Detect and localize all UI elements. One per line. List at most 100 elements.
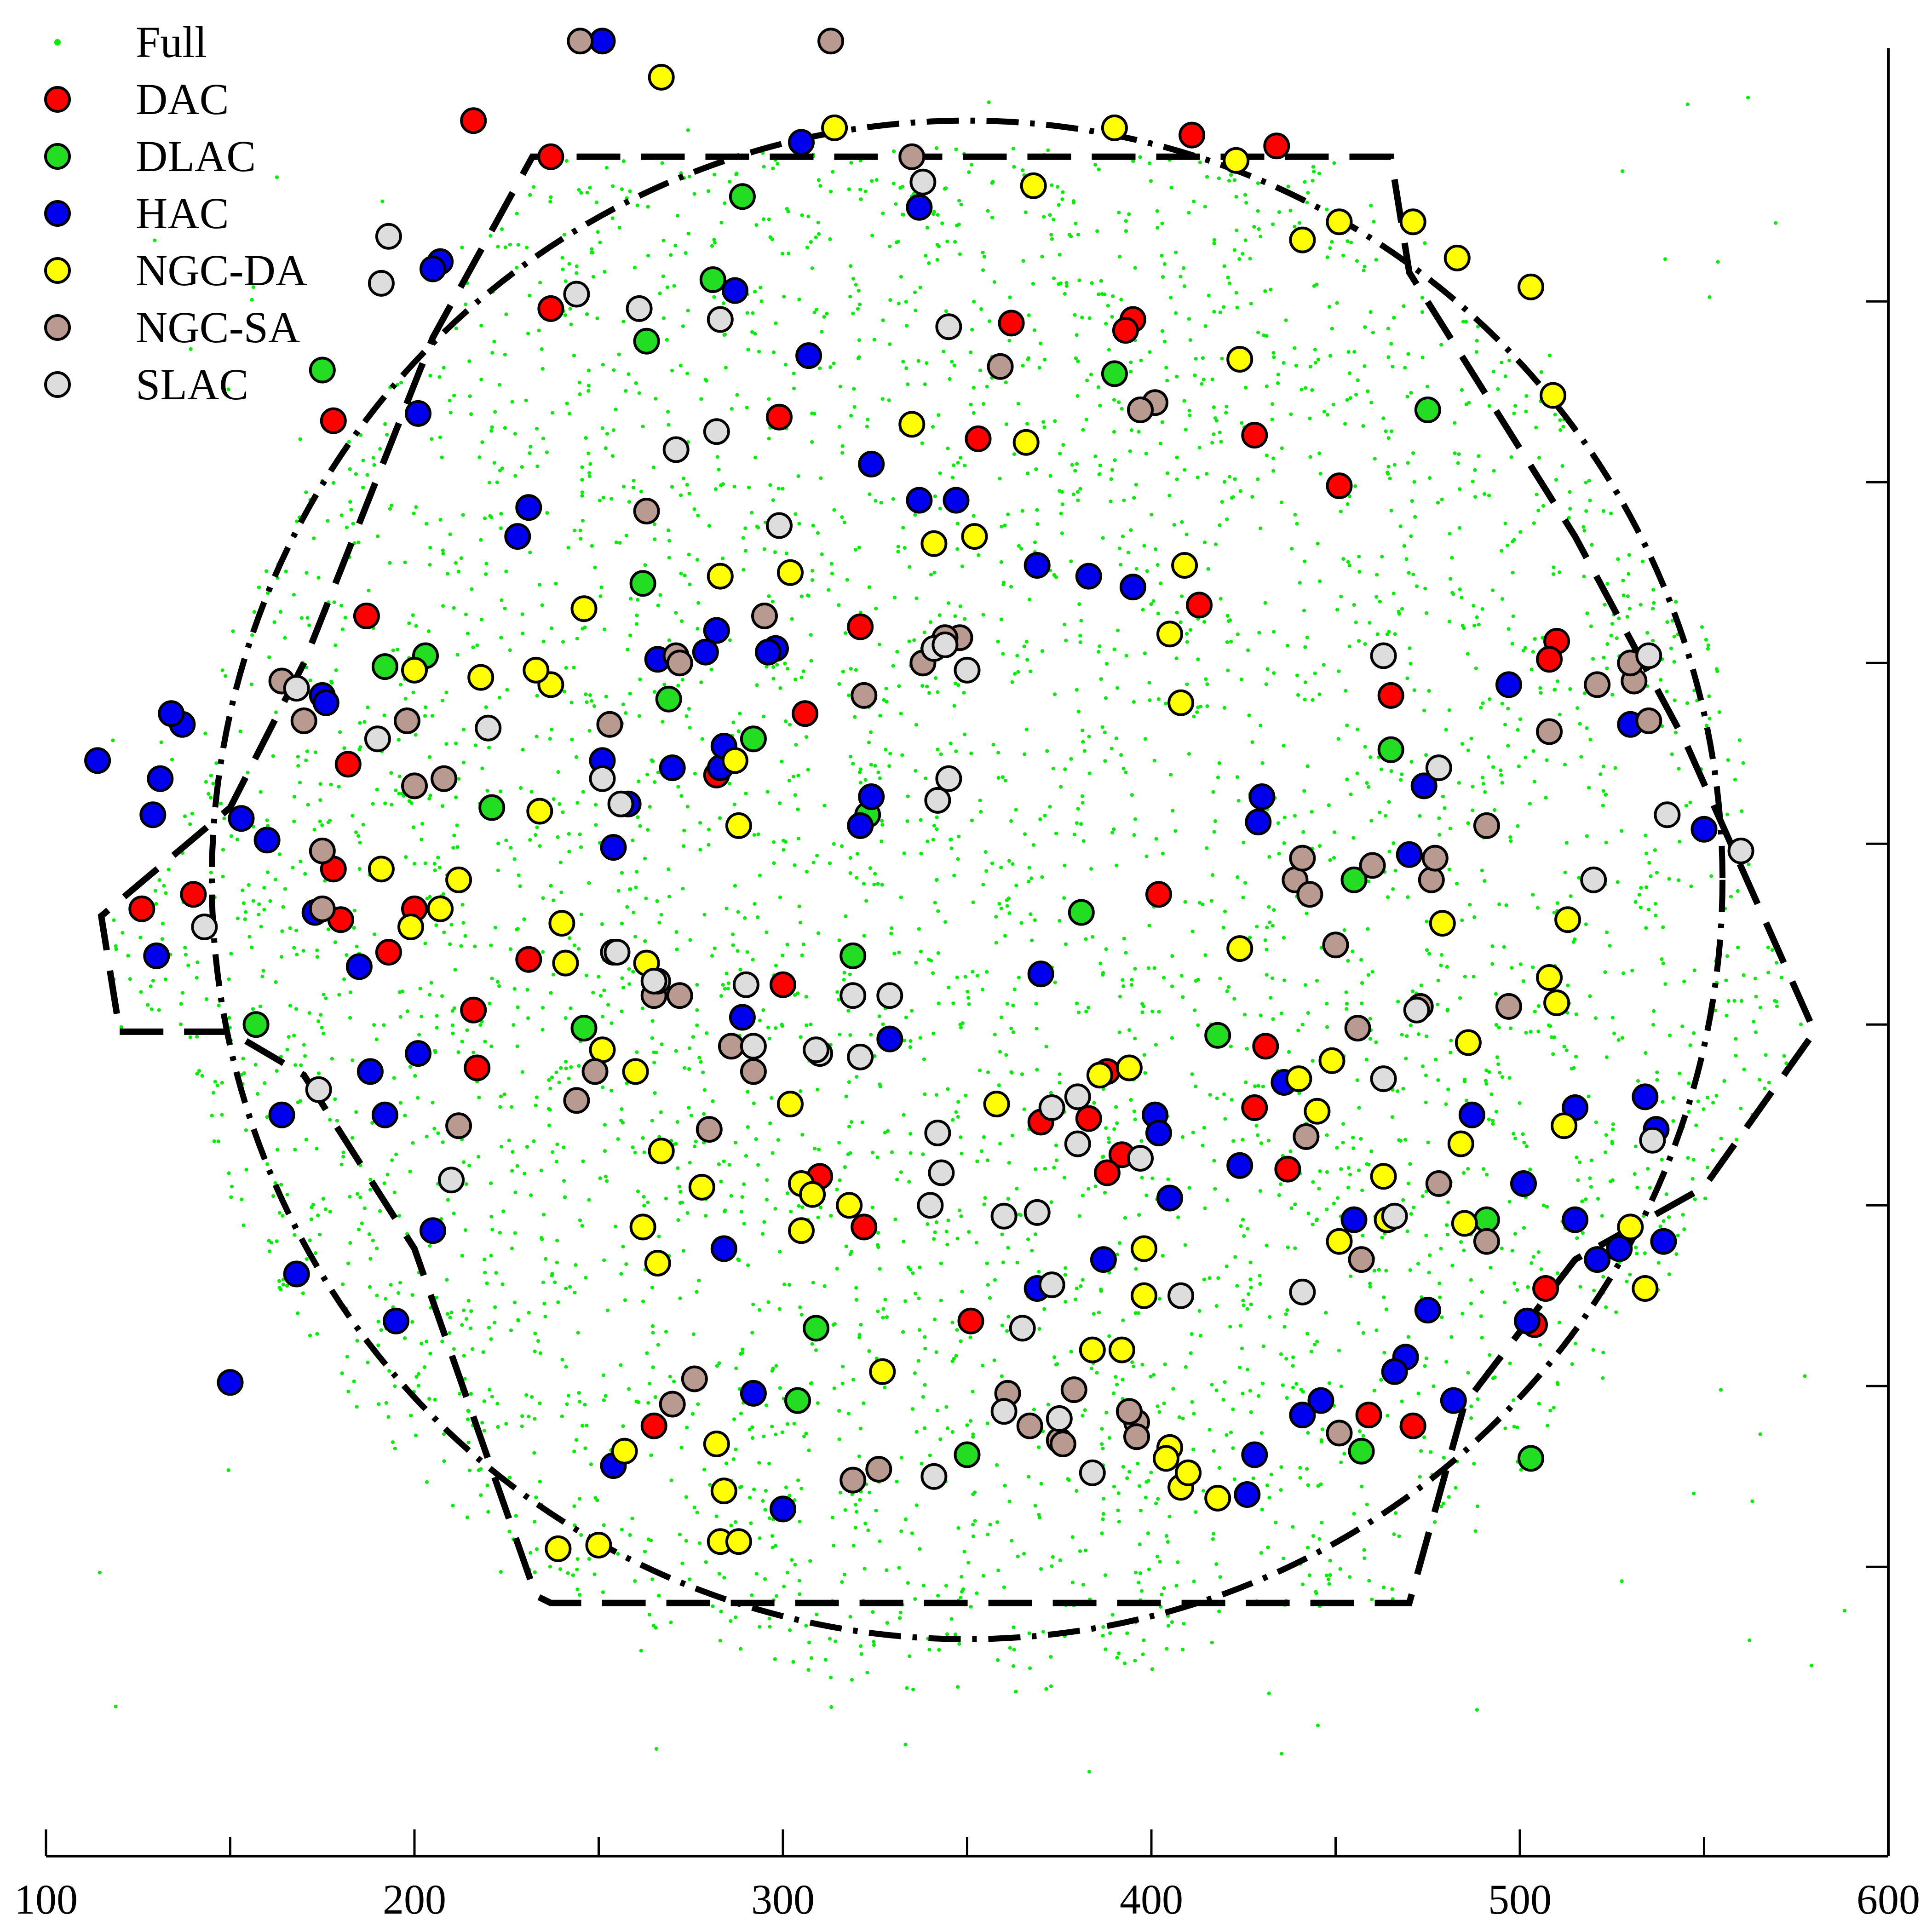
dac-point: [460, 996, 487, 1024]
series-ngcda: [368, 63, 1659, 1562]
ngcda-point: [368, 856, 395, 883]
hac-point: [312, 689, 339, 716]
x-tick-label: 500: [1488, 1876, 1552, 1923]
slac-point: [1370, 1065, 1397, 1092]
slac-point: [626, 295, 653, 322]
hac-point: [1145, 1120, 1172, 1146]
slac-point: [1654, 801, 1681, 828]
ngcsa-point: [567, 28, 594, 55]
hac-point: [1584, 1246, 1611, 1273]
dac-point: [1145, 881, 1172, 908]
hac-point: [1606, 1235, 1633, 1262]
slac-point: [1064, 1083, 1091, 1110]
series-slac: [191, 168, 1754, 1490]
ngcda-point: [1540, 382, 1567, 409]
x-tick-label: 300: [751, 1876, 815, 1923]
ngcda-point: [1543, 989, 1570, 1016]
hac-point: [1495, 671, 1522, 698]
ngcsa-point: [1418, 866, 1445, 893]
hac-point: [770, 1495, 796, 1523]
ngcsa-point: [840, 1466, 867, 1494]
slac-point: [375, 223, 402, 250]
ngcsa-point: [1344, 1015, 1371, 1042]
ngcda-point: [707, 563, 734, 590]
dac-point: [1241, 1094, 1268, 1121]
slac-point: [1635, 642, 1662, 669]
ngcda-point: [1167, 689, 1195, 716]
hac-point: [710, 1235, 737, 1262]
hac-point: [847, 812, 874, 839]
ngcda-point: [898, 411, 926, 438]
dlac-point: [784, 1387, 811, 1414]
legend-marker-full: [54, 39, 61, 46]
hac-point: [906, 487, 933, 514]
hac-point: [703, 617, 730, 644]
dac-point: [537, 143, 564, 170]
slac-point: [909, 168, 937, 196]
dac-point: [1326, 472, 1353, 500]
ngcsa-point: [1421, 845, 1449, 872]
slac-point: [917, 1192, 944, 1219]
legend-marker-hac: [44, 200, 71, 227]
ngcsa-point: [1473, 1228, 1500, 1255]
ngcda-point: [1153, 1445, 1179, 1472]
hac-point: [1156, 1184, 1183, 1212]
dlac-point: [1377, 736, 1404, 763]
dac-point: [1075, 1105, 1102, 1132]
ngcda-point: [920, 530, 948, 557]
slac-point: [703, 418, 730, 445]
ngcda-point: [397, 914, 424, 940]
dac-point: [464, 1054, 491, 1081]
ngcda-point: [1429, 910, 1456, 937]
dlac-point: [1340, 866, 1368, 893]
ngcda-point: [777, 559, 804, 586]
dac-point: [1179, 121, 1206, 149]
ngcda-point: [1226, 346, 1254, 373]
ngcda-point: [1131, 1235, 1157, 1262]
hac-point: [600, 834, 627, 861]
hac-point: [345, 953, 373, 980]
dac-point: [1355, 1402, 1382, 1429]
hac-point: [405, 400, 431, 427]
hac-point: [147, 765, 174, 792]
ngcsa-point: [290, 707, 317, 734]
slac-point: [607, 790, 634, 817]
slac-point: [563, 281, 590, 308]
ngcda-point: [1447, 1130, 1474, 1157]
ngcda-point: [1289, 226, 1316, 253]
dac-point: [1377, 682, 1404, 709]
dac-point: [1274, 1156, 1301, 1183]
dac-point: [1093, 1159, 1121, 1186]
ngcda-point: [1551, 1112, 1578, 1139]
slac-point: [732, 971, 759, 998]
slac-point: [640, 967, 667, 995]
hac-point: [755, 638, 782, 666]
slac-point: [803, 1036, 830, 1064]
dlac-point: [740, 725, 767, 753]
hac-point: [1245, 809, 1272, 835]
dac-point: [640, 1412, 667, 1439]
slac-point: [847, 1043, 874, 1070]
hac-point: [268, 1101, 295, 1128]
hac-point: [405, 1040, 431, 1067]
slac-point: [876, 982, 903, 1009]
hac-point: [858, 450, 885, 477]
hac-point: [1458, 1101, 1485, 1128]
hac-point: [1075, 563, 1102, 590]
legend-label-ngcsa: NGC-SA: [136, 303, 300, 352]
hac-point: [1562, 1206, 1589, 1233]
series-ngcsa: [268, 28, 1662, 1494]
ngcda-point: [1156, 621, 1183, 648]
hac-point: [659, 754, 686, 782]
slac-point: [368, 270, 395, 297]
hac-point: [876, 1025, 903, 1052]
ngcda-point: [526, 798, 553, 825]
legend: Full DAC DLAC HAC NGC-DA NGC-SA SLAC: [44, 17, 307, 409]
ngcsa-point: [596, 711, 623, 738]
ngcda-point: [1304, 1098, 1331, 1125]
legend-marker-ngcda: [44, 257, 71, 284]
hac-point: [795, 342, 822, 369]
ngcda-point: [1554, 906, 1581, 933]
ngcsa-point: [1127, 397, 1154, 423]
ngcda-point: [589, 1036, 616, 1064]
